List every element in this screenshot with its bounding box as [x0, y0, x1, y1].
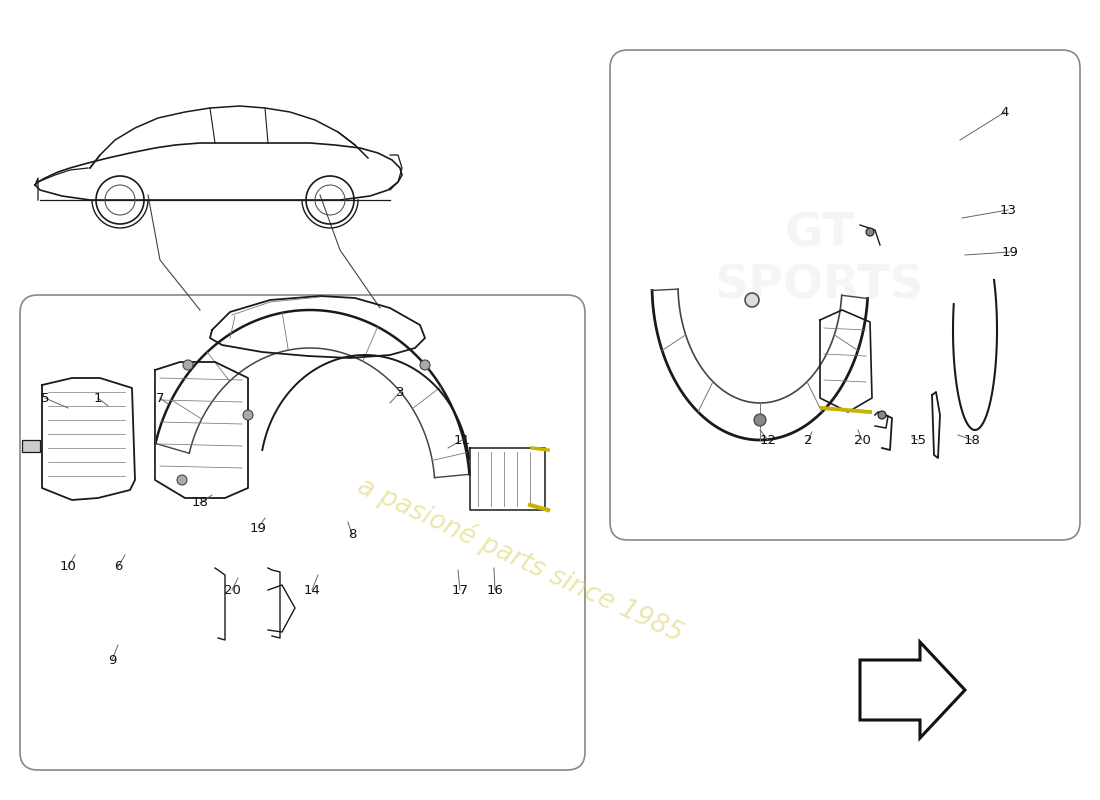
Text: GT
SPORTS: GT SPORTS: [715, 211, 925, 309]
Circle shape: [754, 414, 766, 426]
Text: a pasioné parts since 1985: a pasioné parts since 1985: [353, 472, 688, 648]
Text: 2: 2: [804, 434, 812, 446]
FancyBboxPatch shape: [610, 50, 1080, 540]
Text: 17: 17: [451, 583, 469, 597]
Text: 5: 5: [41, 391, 50, 405]
Text: 13: 13: [1000, 203, 1016, 217]
Text: 1: 1: [94, 391, 102, 405]
Text: 19: 19: [250, 522, 266, 534]
Text: 11: 11: [453, 434, 471, 446]
Text: 20: 20: [223, 583, 241, 597]
Text: 18: 18: [964, 434, 980, 446]
Circle shape: [420, 360, 430, 370]
Text: 7: 7: [156, 391, 164, 405]
Text: 9: 9: [108, 654, 117, 666]
Circle shape: [878, 411, 886, 419]
Text: 15: 15: [910, 434, 926, 446]
Circle shape: [745, 293, 759, 307]
Circle shape: [866, 228, 874, 236]
Text: 16: 16: [486, 583, 504, 597]
Text: 19: 19: [1002, 246, 1019, 258]
Text: 8: 8: [348, 529, 356, 542]
Circle shape: [177, 475, 187, 485]
Text: 10: 10: [59, 561, 76, 574]
Text: 6: 6: [113, 561, 122, 574]
Polygon shape: [860, 642, 965, 738]
Text: 12: 12: [759, 434, 777, 446]
Circle shape: [183, 360, 192, 370]
Bar: [22, 440, 40, 452]
Circle shape: [243, 410, 253, 420]
Text: 14: 14: [304, 583, 320, 597]
FancyBboxPatch shape: [20, 295, 585, 770]
Text: 4: 4: [1001, 106, 1009, 118]
Text: 3: 3: [396, 386, 405, 398]
Text: 18: 18: [191, 497, 208, 510]
Text: 20: 20: [854, 434, 870, 446]
